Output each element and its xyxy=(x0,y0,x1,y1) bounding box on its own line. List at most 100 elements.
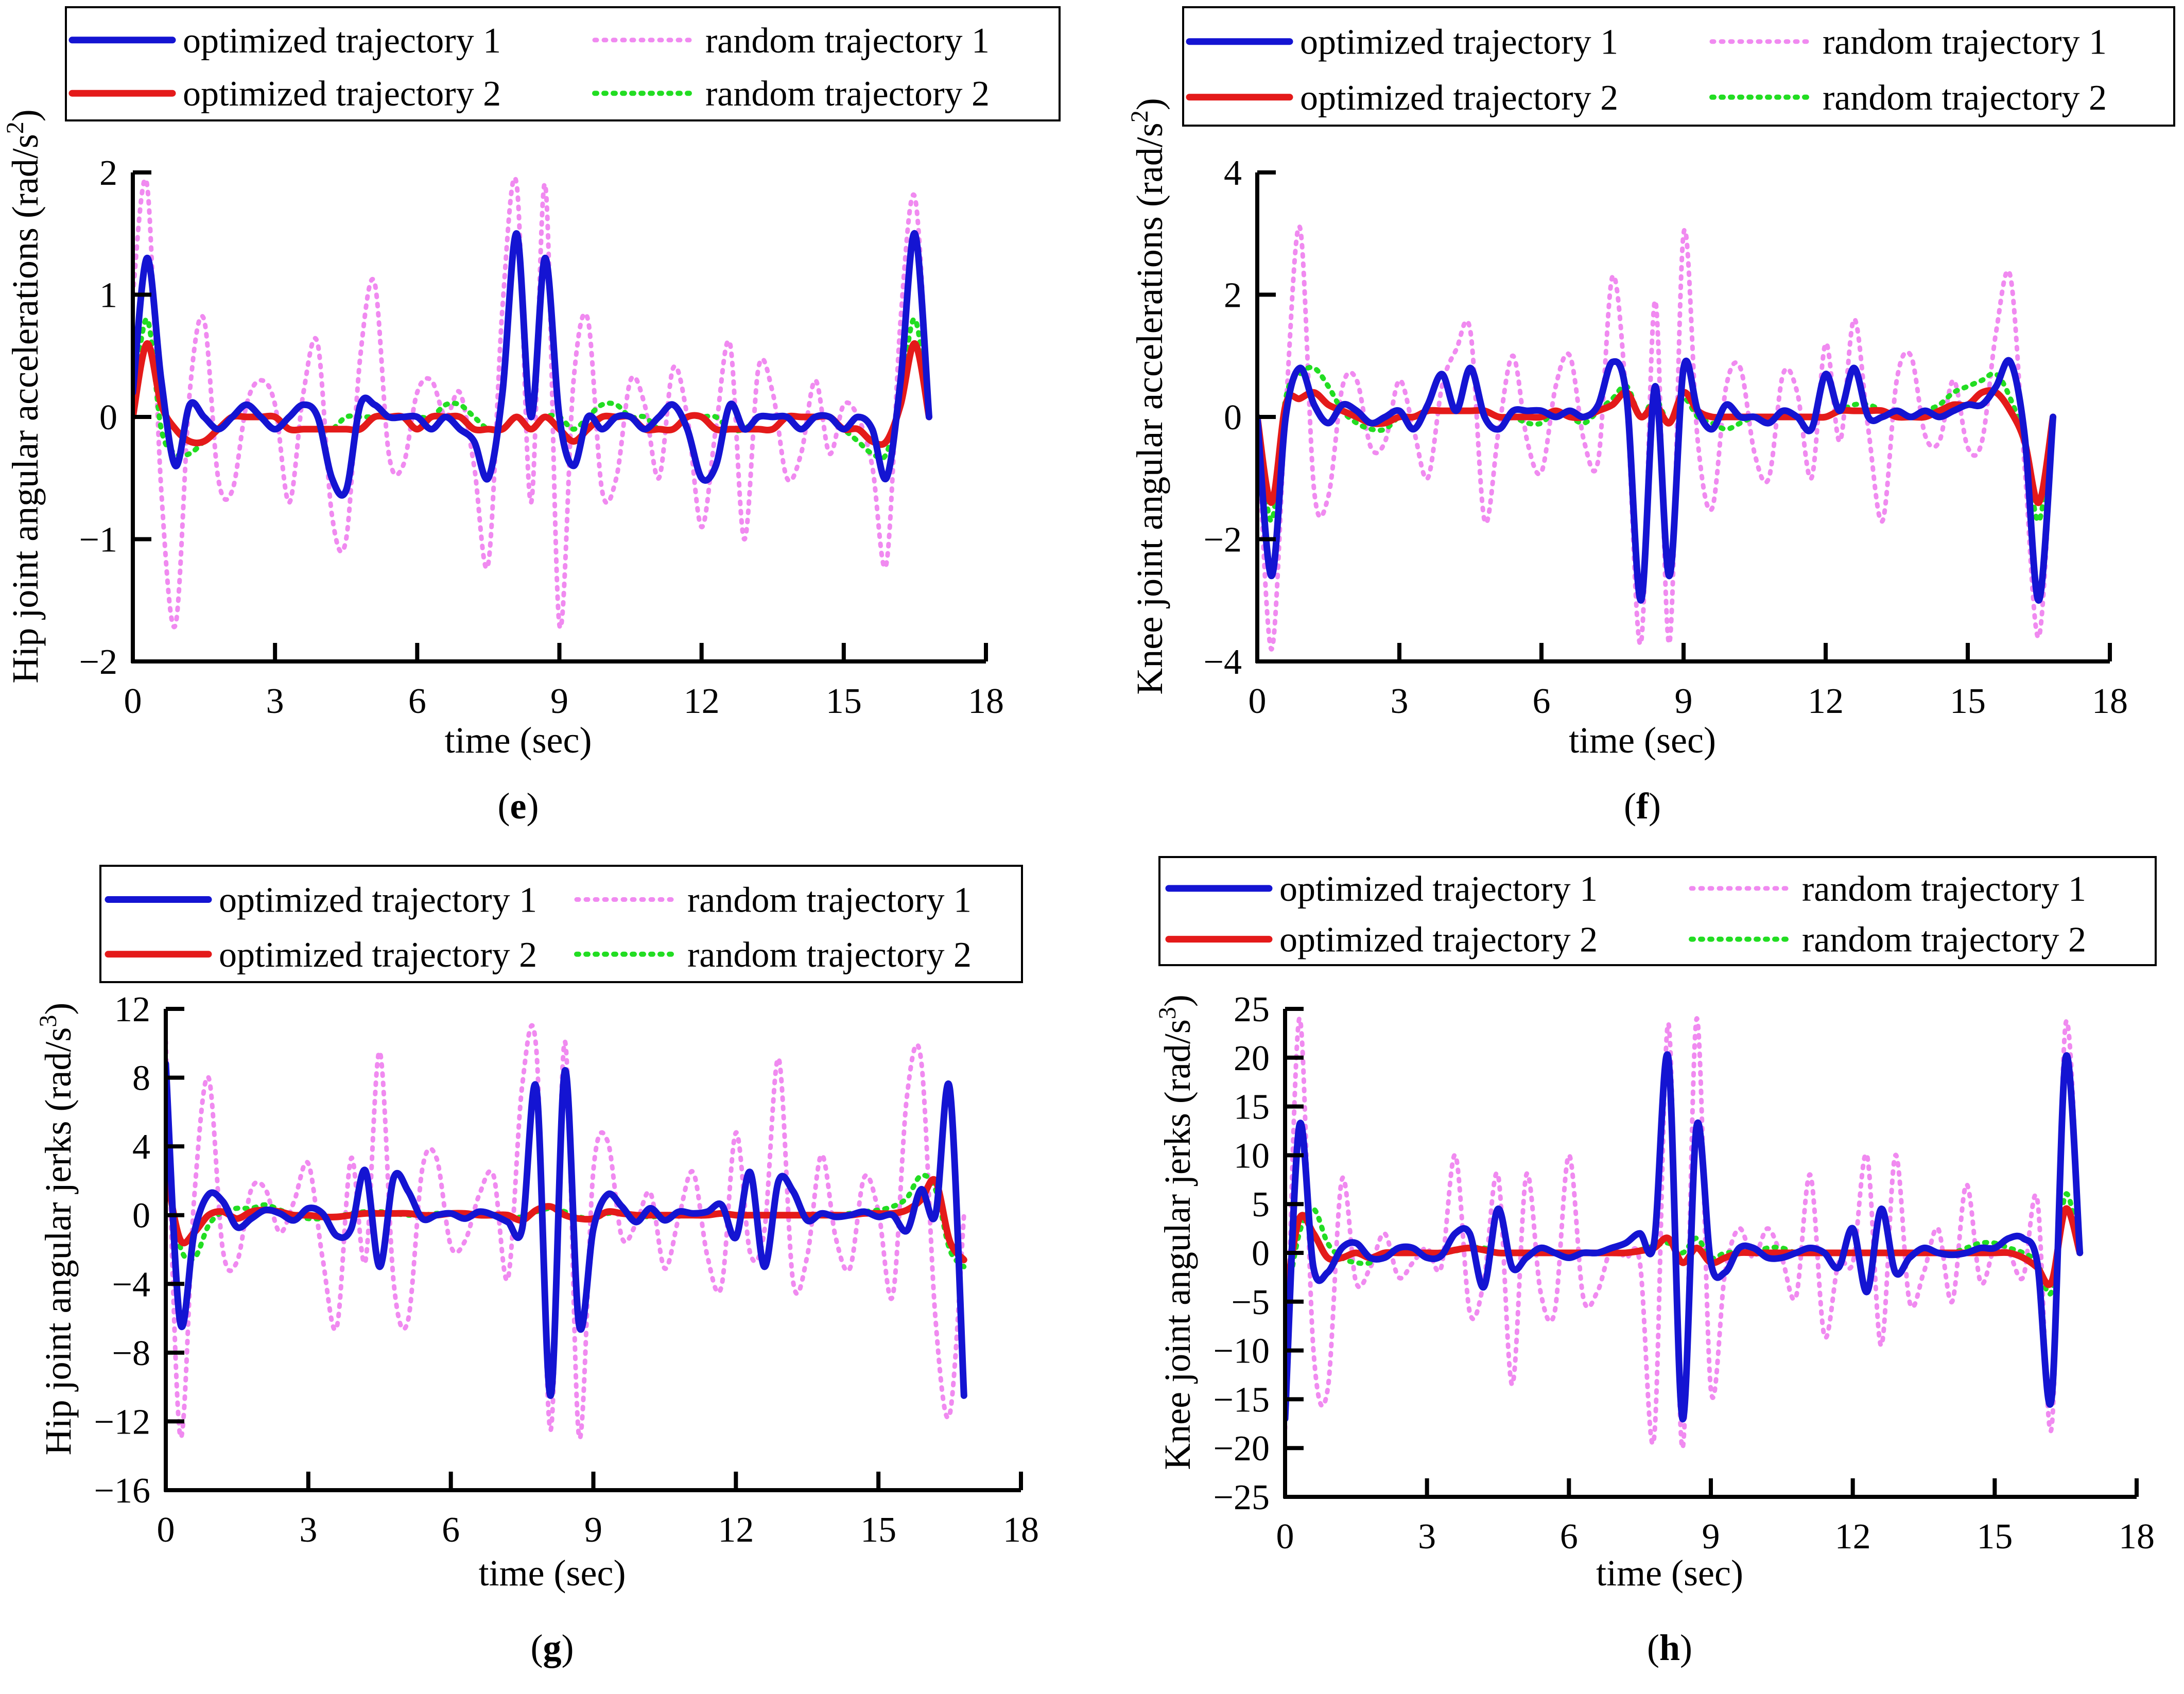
legend-label-opt2: optimized trajectory 2 xyxy=(183,74,501,114)
x-axis-label: time (sec) xyxy=(479,1552,626,1594)
x-axis-label: time (sec) xyxy=(445,720,592,761)
panel-label-letter: h xyxy=(1659,1627,1680,1668)
legend: optimized trajectory 1 optimized trajecto… xyxy=(99,865,1023,983)
x-tick-label: 6 xyxy=(442,1510,460,1550)
panel-label: (e) xyxy=(498,785,539,827)
y-tick-label: 4 xyxy=(132,1127,150,1167)
y-tick-label: −2 xyxy=(79,642,117,682)
x-axis-label: time (sec) xyxy=(1569,720,1716,761)
y-tick-label: 15 xyxy=(1234,1088,1270,1127)
legend-label-opt1: optimized trajectory 1 xyxy=(1300,23,1618,62)
y-tick-label: −15 xyxy=(1214,1380,1270,1420)
panel-label-letter: e xyxy=(510,785,527,827)
panel-label-letter: g xyxy=(543,1627,562,1668)
y-tick-label: −4 xyxy=(1204,642,1242,682)
series-line-opt1 xyxy=(1284,1051,2084,1422)
series-line-rand1 xyxy=(132,176,931,631)
y-tick-label: 0 xyxy=(1252,1234,1270,1273)
y-tick-label: 4 xyxy=(1224,153,1242,193)
x-tick-label: 0 xyxy=(157,1510,175,1550)
x-axis-label: time (sec) xyxy=(1596,1552,1743,1594)
x-tick-label: 18 xyxy=(2119,1517,2155,1557)
y-tick-label: 20 xyxy=(1234,1039,1270,1078)
legend-label-rand1: random trajectory 1 xyxy=(705,21,990,61)
legend-label-rand2: random trajectory 2 xyxy=(687,935,972,975)
x-tick-label: 6 xyxy=(1560,1517,1578,1557)
y-tick-label: −4 xyxy=(112,1265,150,1304)
y-tick-label: 0 xyxy=(99,398,117,438)
legend-box xyxy=(1182,6,2175,127)
panel-label-open: ( xyxy=(531,1627,543,1668)
legend-label-rand1: random trajectory 1 xyxy=(1802,869,2086,909)
series-line-rand1 xyxy=(165,1023,966,1441)
y-tick-label: 5 xyxy=(1252,1185,1270,1225)
y-axis-label-main: Hip joint angular jerks (rad/s xyxy=(38,1027,79,1456)
x-tick-label: 9 xyxy=(550,682,568,721)
y-tick-label: 2 xyxy=(1224,276,1242,316)
y-tick-label: −2 xyxy=(1204,520,1242,560)
y-tick-label: 8 xyxy=(132,1059,150,1098)
legend-label-rand2: random trajectory 2 xyxy=(1802,920,2086,960)
legend-label-opt2: optimized trajectory 2 xyxy=(219,935,537,975)
y-tick-label: 0 xyxy=(132,1196,150,1236)
y-tick-label: −20 xyxy=(1214,1429,1270,1469)
x-tick-label: 3 xyxy=(1418,1517,1436,1557)
y-axis-label-exp: 3 xyxy=(34,1015,62,1027)
legend-label-opt1: optimized trajectory 1 xyxy=(183,21,501,61)
y-tick-label: 12 xyxy=(114,990,150,1029)
legend: optimized trajectory 1 optimized trajecto… xyxy=(65,6,1061,121)
y-axis-label-close: ) xyxy=(1129,98,1170,110)
x-tick-label: 3 xyxy=(299,1510,317,1550)
legend-label-rand1: random trajectory 1 xyxy=(687,881,972,920)
x-tick-label: 15 xyxy=(860,1510,896,1550)
panel-label-close: ) xyxy=(1680,1627,1692,1668)
panel-label-close: ) xyxy=(562,1627,574,1668)
x-tick-label: 15 xyxy=(1950,682,1986,721)
x-tick-label: 12 xyxy=(1835,1517,1871,1557)
series-group xyxy=(1284,1016,2084,1451)
chart-h: 0 3 6 9 12 15 18 −25 −20 −15 −10 −5 0 5 10 15 20 25 time (… xyxy=(1154,856,2157,1668)
x-tick-label: 12 xyxy=(1808,682,1844,721)
y-tick-label: 0 xyxy=(1224,398,1242,438)
panel-label-open: ( xyxy=(1647,1627,1659,1668)
x-tick-label: 15 xyxy=(826,682,862,721)
series-group xyxy=(132,176,932,631)
x-tick-label: 12 xyxy=(718,1510,754,1550)
legend-box xyxy=(1158,856,2157,966)
y-tick-label: 25 xyxy=(1234,990,1270,1029)
y-tick-label: 1 xyxy=(99,276,117,316)
y-axis-label-close: ) xyxy=(38,1003,79,1015)
y-tick-label: 2 xyxy=(99,153,117,193)
y-axis-label-exp: 2 xyxy=(2,121,29,134)
y-tick-label: −1 xyxy=(79,520,117,560)
y-tick-label: 10 xyxy=(1234,1136,1270,1176)
x-tick-label: 12 xyxy=(684,682,720,721)
x-tick-label: 3 xyxy=(266,682,284,721)
y-tick-label: −5 xyxy=(1232,1283,1270,1322)
x-tick-label: 0 xyxy=(1276,1517,1294,1557)
legend-label-rand1: random trajectory 1 xyxy=(1823,23,2107,62)
series-line-opt1 xyxy=(132,230,932,499)
chart-f: 0 3 6 9 12 15 18 −4 −2 0 2 4 time (sec) Knee joint an… xyxy=(1126,6,2175,827)
x-tick-label: 9 xyxy=(1702,1517,1720,1557)
legend: optimized trajectory 1 optimized trajecto… xyxy=(1158,856,2157,966)
y-axis-label-main: Knee joint angular accelerations (rad/s xyxy=(1129,123,1170,695)
y-axis-label-exp: 2 xyxy=(1126,110,1153,123)
y-axis-label-main: Hip joint angular accelerations (rad/s xyxy=(5,134,46,684)
legend: optimized trajectory 1 optimized trajecto… xyxy=(1182,6,2175,127)
y-axis-label-close: ) xyxy=(1157,994,1198,1007)
series-line-opt1 xyxy=(165,1060,967,1399)
x-tick-label: 0 xyxy=(124,682,142,721)
x-tick-label: 15 xyxy=(1977,1517,2013,1557)
x-tick-label: 6 xyxy=(1533,682,1551,721)
panel-label: (h) xyxy=(1647,1627,1692,1668)
x-tick-label: 9 xyxy=(1675,682,1693,721)
legend-label-opt1: optimized trajectory 1 xyxy=(1279,869,1598,909)
legend-label-rand2: random trajectory 2 xyxy=(705,74,990,114)
panel-label-close: ) xyxy=(526,785,539,827)
y-axis-label: Knee joint angular jerks (rad/s3) xyxy=(1154,994,1198,1470)
panel-label-open: ( xyxy=(1624,785,1636,827)
